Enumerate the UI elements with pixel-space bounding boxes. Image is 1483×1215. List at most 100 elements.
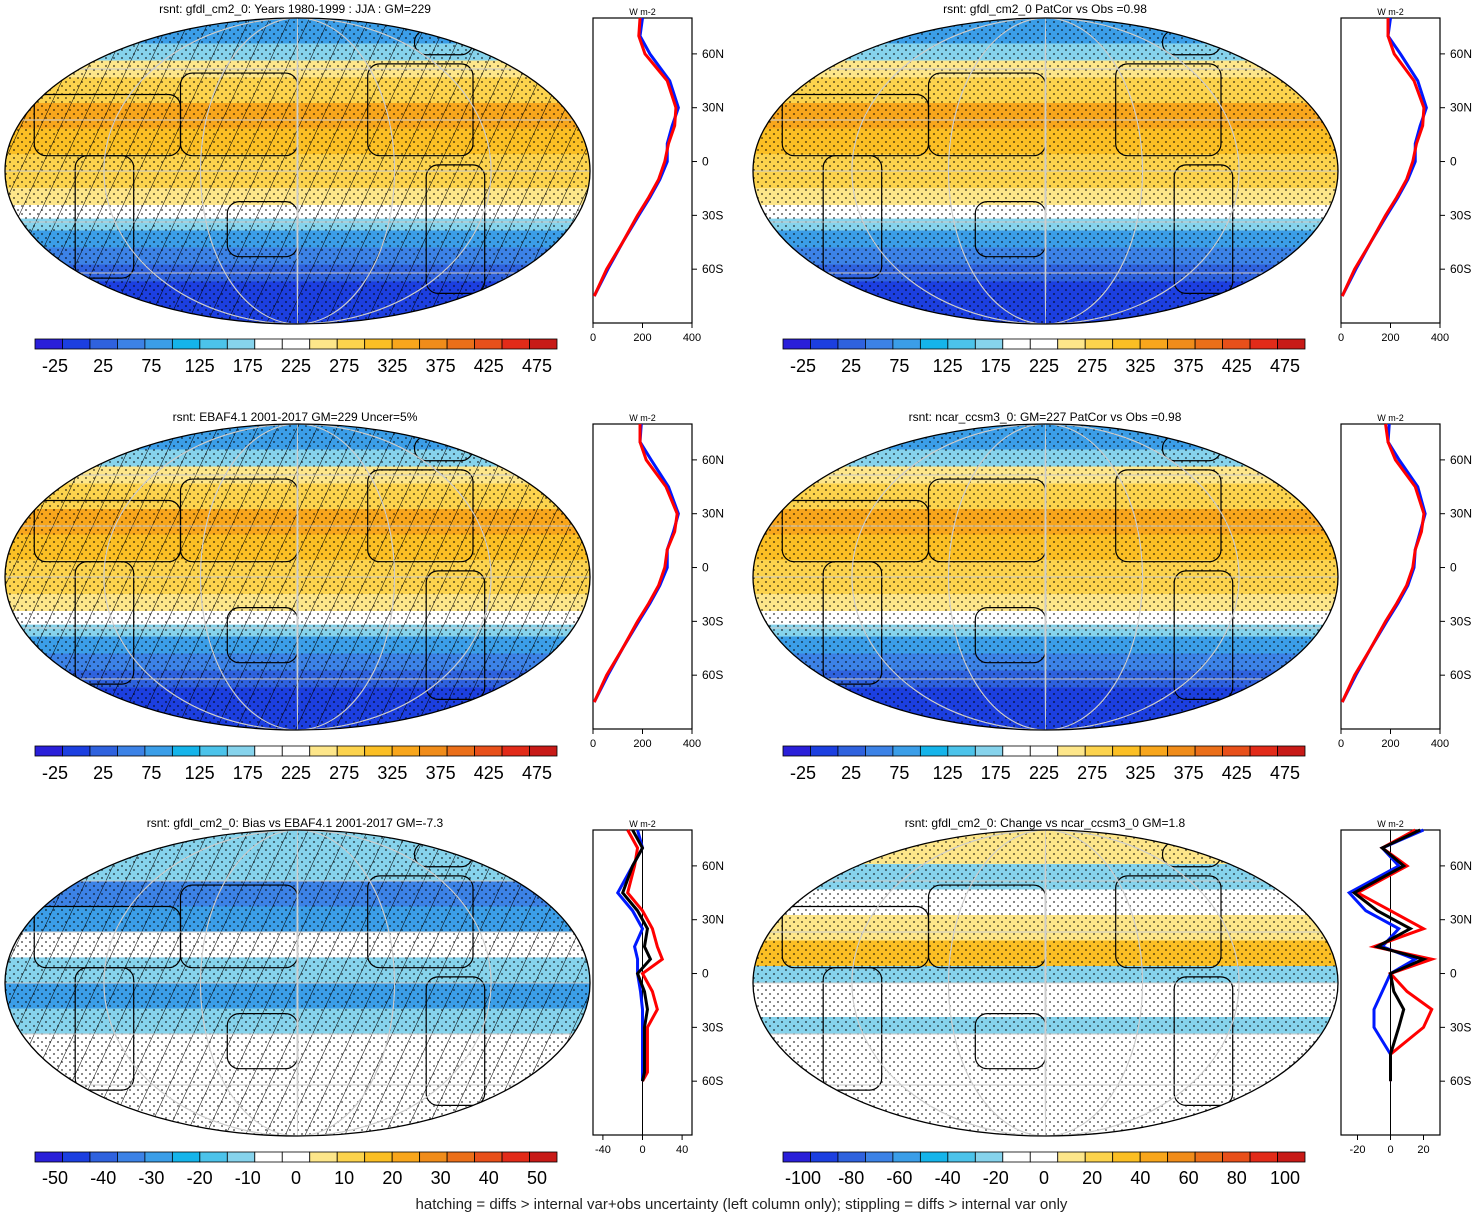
colorbar-swatch [919, 338, 949, 350]
graticule-lon [947, 424, 1144, 730]
colorbar-label: 325 [377, 356, 407, 376]
colorbar-swatch [1167, 1151, 1196, 1163]
colorbar-label: -100 [785, 1168, 821, 1188]
colorbar-p1: -25 25 75 125 175 225 275 325 375 425 475 [34, 338, 558, 376]
colorbar-swatch [1139, 1151, 1169, 1163]
colorbar-swatch [281, 1151, 311, 1163]
zonal-series-line [615, 829, 645, 1082]
colorbar-label: 80 [1227, 1168, 1247, 1188]
lat-tick-label: 30N [702, 507, 724, 521]
colorbar-label: 125 [185, 763, 215, 783]
graticule-lon [103, 830, 492, 1136]
colorbar-swatch [892, 745, 921, 757]
colorbar-p6: -100 -80 -60 -40 -20 0 20 40 60 80 100 [782, 1151, 1306, 1188]
zonal-unit-label: W m-2 [629, 819, 656, 829]
colorbar-swatch [1029, 1151, 1059, 1163]
colorbar-swatch [446, 745, 475, 757]
map-title: rsnt: gfdl_cm2_0: Change vs ncar_ccsm3_0… [904, 816, 1186, 830]
map-title: rsnt: gfdl_cm2_0: Years 1980-1999 : JJA … [159, 2, 431, 16]
colorbar-swatch [947, 338, 976, 350]
graticule-lon [103, 424, 492, 730]
colorbar-label: -40 [90, 1168, 116, 1188]
colorbar-swatch [1084, 745, 1114, 757]
x-tick-label: 200 [1381, 738, 1399, 750]
colorbar-swatch [529, 338, 558, 350]
map-p3 [5, 424, 590, 730]
x-tick-label: 20 [1417, 1144, 1429, 1156]
x-tick-label: 400 [683, 332, 701, 344]
colorbar-label: 475 [522, 763, 552, 783]
lat-tick-label: 0 [702, 561, 709, 575]
colorbar-swatch [336, 338, 366, 350]
colorbar-swatch [1249, 338, 1278, 350]
colorbar-label: 125 [933, 356, 963, 376]
zonal-unit-label: W m-2 [1377, 819, 1404, 829]
x-tick-label: 0 [1387, 1144, 1393, 1156]
colorbar-swatch [974, 745, 1004, 757]
colorbar-swatch [199, 1151, 228, 1163]
lat-tick-label: 30S [1450, 1020, 1471, 1034]
colorbar-swatch [226, 338, 256, 350]
colorbar-label: 125 [185, 356, 215, 376]
lat-tick-label: 60S [1450, 262, 1471, 276]
zonal-series-line [1354, 828, 1438, 1082]
colorbar-swatch [1112, 1151, 1141, 1163]
colorbar-label: -60 [886, 1168, 912, 1188]
colorbar-swatch [336, 1151, 366, 1163]
colorbar-label: 475 [522, 356, 552, 376]
x-tick-label: 200 [633, 738, 651, 750]
graticule-lon [199, 424, 396, 730]
lat-tick-label: 60S [1450, 668, 1471, 682]
colorbar-swatch [919, 745, 949, 757]
zonal-frame [592, 423, 693, 730]
colorbar-label: 75 [889, 763, 909, 783]
graticule-lon [296, 424, 299, 730]
colorbar-label: 425 [1222, 763, 1252, 783]
colorbar-swatch [501, 745, 530, 757]
colorbar-label: 175 [981, 356, 1011, 376]
colorbar-swatch [144, 1151, 173, 1163]
panel-p6-graphics: W m-2 60N 30N 0 30S 60S -20 0 20 -100 -80 -60 -40 -20… [752, 819, 1472, 1188]
colorbar-swatch [837, 338, 866, 350]
zonal-series-line [626, 829, 665, 1082]
zonal-series-line [620, 829, 653, 1082]
colorbar-swatch [226, 745, 256, 757]
figure-footer: hatching = diffs > internal var+obs unce… [415, 1196, 1068, 1213]
colorbar-label: 20 [382, 1168, 402, 1188]
colorbar-swatch [336, 745, 366, 757]
lat-tick-label: 60N [1450, 859, 1472, 873]
colorbar-swatch [62, 1151, 91, 1163]
colorbar-swatch [1277, 745, 1306, 757]
colorbar-swatch [1084, 1151, 1114, 1163]
colorbar-swatch [501, 338, 530, 350]
x-tick-label: 200 [633, 332, 651, 344]
colorbar-swatch [89, 338, 118, 350]
colorbar-swatch [1222, 338, 1251, 350]
colorbar-swatch [1029, 338, 1059, 350]
colorbar-label: -20 [187, 1168, 213, 1188]
colorbar-p2: -25 25 75 125 175 225 275 325 375 425 475 [782, 338, 1306, 376]
colorbar-label: 40 [479, 1168, 499, 1188]
colorbar-label: 30 [431, 1168, 451, 1188]
graticule-lon [851, 424, 1240, 730]
colorbar-label: 25 [841, 763, 861, 783]
colorbar-swatch [62, 338, 91, 350]
colorbar-label: 375 [426, 763, 456, 783]
colorbar-label: 325 [1125, 763, 1155, 783]
colorbar-swatch [117, 745, 146, 757]
colorbar-swatch [199, 338, 228, 350]
colorbar-label: 225 [281, 763, 311, 783]
zonal-series-line [592, 17, 678, 297]
colorbar-label: 20 [1082, 1168, 1102, 1188]
colorbar-p4: -25 25 75 125 175 225 275 325 375 425 475 [782, 745, 1306, 783]
lat-tick-label: 0 [1450, 967, 1457, 981]
colorbar-label: -30 [138, 1168, 164, 1188]
colorbar-swatch [391, 338, 421, 350]
x-tick-label: 200 [1381, 332, 1399, 344]
lat-tick-label: 60S [1450, 1074, 1471, 1088]
colorbar-swatch [1249, 745, 1278, 757]
colorbar-label: 25 [841, 356, 861, 376]
colorbar-label: 100 [1270, 1168, 1300, 1188]
colorbar-swatch [281, 338, 311, 350]
colorbar-swatch [419, 338, 448, 350]
